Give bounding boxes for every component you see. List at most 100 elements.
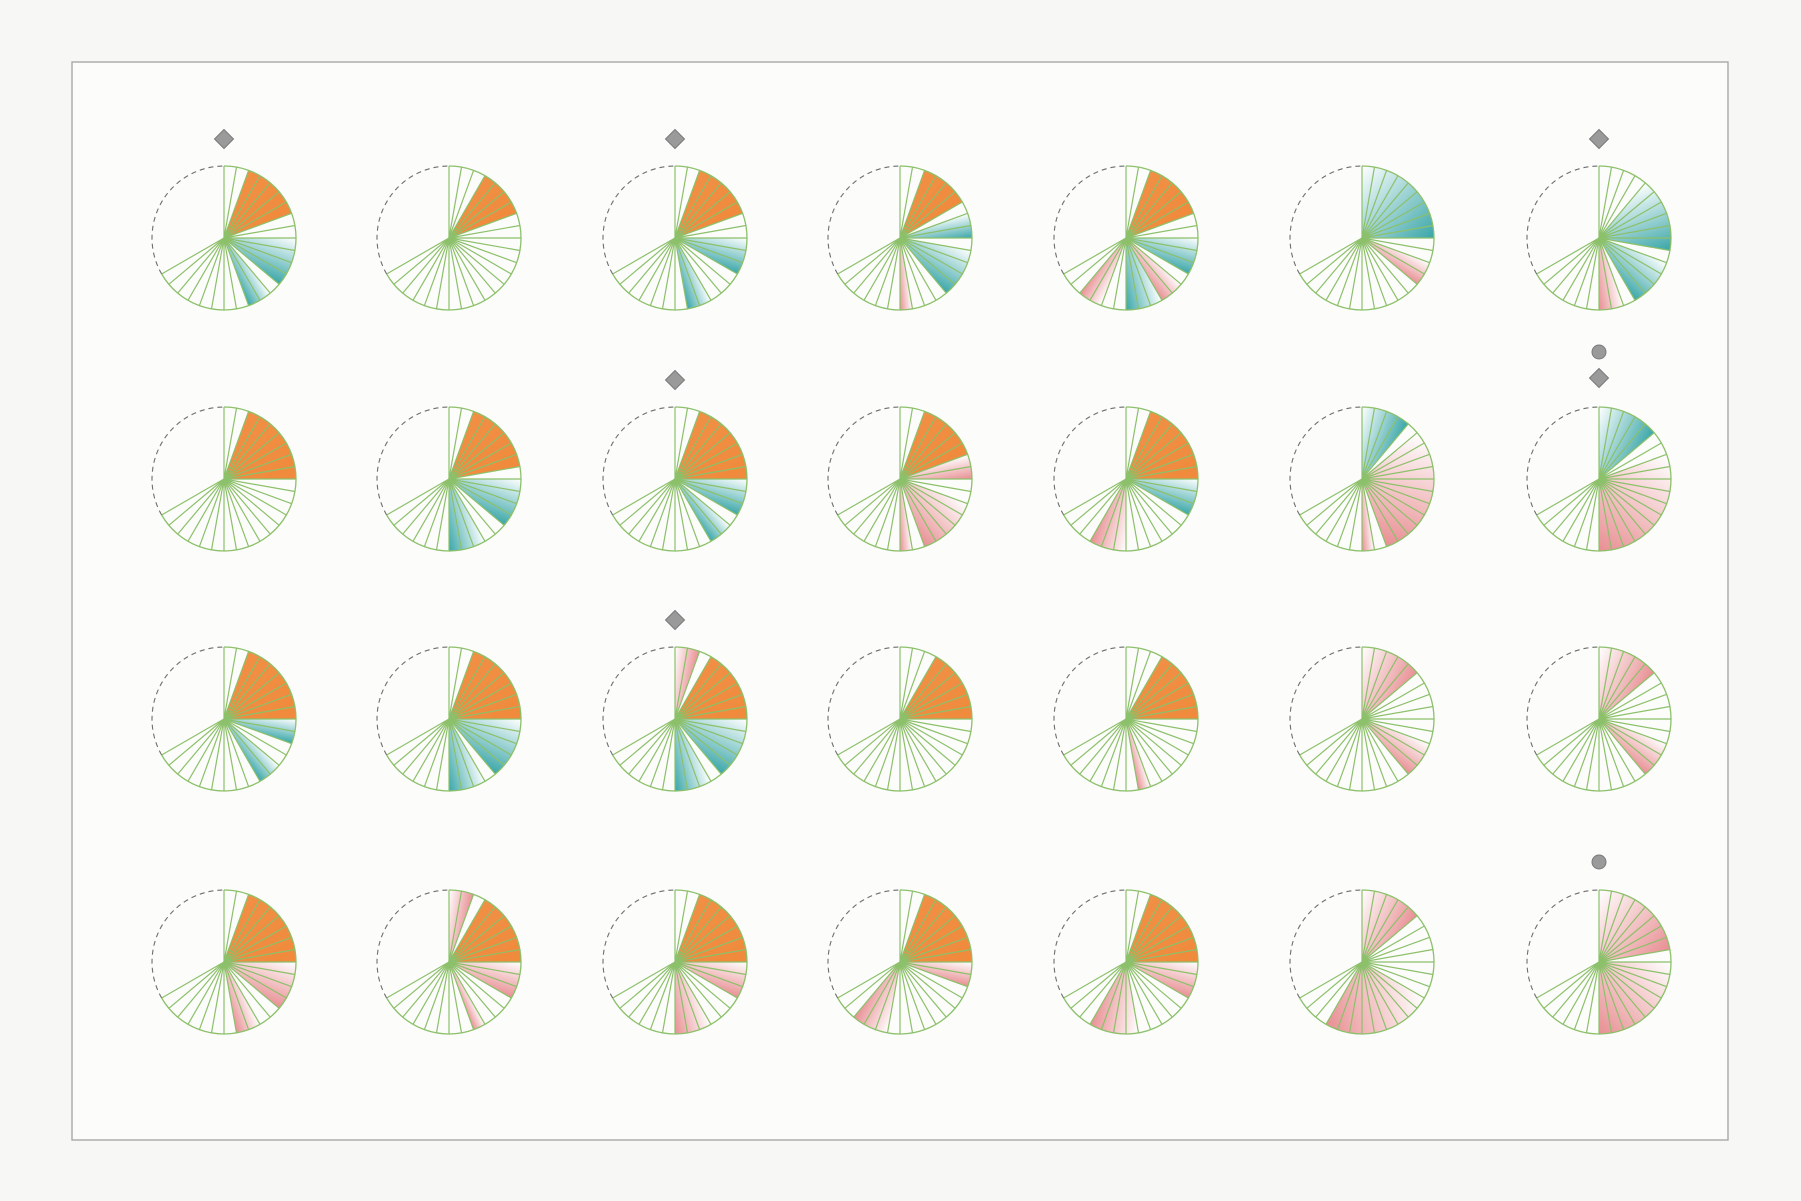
spoke-line <box>899 663 947 720</box>
missing-arc-dashed <box>827 406 901 516</box>
spoke-line <box>1598 890 1613 963</box>
spoke-line <box>1598 478 1655 526</box>
spoke-line <box>899 890 914 963</box>
spoke-line <box>1361 718 1430 745</box>
spoke-line <box>853 478 901 535</box>
spoke-line <box>674 478 689 551</box>
fill-teal-sector <box>1362 407 1409 479</box>
spoke-line <box>1598 182 1646 239</box>
spoke-line <box>674 961 743 988</box>
spoke-line <box>674 175 712 239</box>
spoke-line <box>1585 718 1600 791</box>
spoke-line <box>1598 718 1646 775</box>
spoke-line <box>899 925 963 963</box>
missing-arc-dashed <box>1289 406 1363 516</box>
outer-arc <box>1063 646 1199 792</box>
spoke-line <box>448 453 517 480</box>
spoke-line <box>448 718 512 756</box>
fill-orange-sector <box>224 651 296 719</box>
spoke-line <box>1306 478 1363 526</box>
spoke-line <box>223 961 292 988</box>
spoke-line <box>448 672 505 720</box>
spoke-line <box>661 478 676 551</box>
spoke-line <box>899 693 968 720</box>
spoke-line <box>448 961 475 1030</box>
spoke-line <box>412 478 450 542</box>
spoke-line <box>1552 718 1600 775</box>
spoke-line <box>899 705 972 720</box>
spoke-line <box>448 478 486 542</box>
spoke-line <box>448 663 496 720</box>
spoke-line <box>223 432 280 480</box>
spoke-line <box>899 718 968 745</box>
spoke-line <box>448 718 505 766</box>
spoke-line <box>198 961 225 1030</box>
spoke-line <box>674 718 738 756</box>
spoke-line <box>1361 478 1388 547</box>
spoke-line <box>1562 961 1600 1025</box>
spoke-line <box>661 961 676 1034</box>
spoke-line <box>674 961 731 1009</box>
fill-pink-sector <box>1362 647 1418 719</box>
spoke-line <box>223 718 292 745</box>
spoke-line <box>1089 237 1127 301</box>
spoke-line <box>1598 407 1613 480</box>
spoke-line <box>1598 411 1625 480</box>
spoke-line <box>448 237 496 294</box>
spoke-line <box>1598 663 1646 720</box>
spoke-line <box>223 478 292 505</box>
spoke-line <box>1573 478 1600 547</box>
spoke-line <box>223 423 271 480</box>
fill-pink-sector <box>224 962 260 1033</box>
spoke-line <box>1598 961 1613 1034</box>
spoke-line <box>899 191 956 239</box>
spoke-line <box>1361 705 1434 720</box>
spoke-line <box>1336 237 1363 306</box>
glyph-r2-c4 <box>827 406 973 552</box>
glyph-r3-c5 <box>1053 646 1199 792</box>
spoke-line <box>1125 961 1163 1025</box>
spoke-line <box>899 718 914 791</box>
missing-arc-dashed <box>1289 646 1363 756</box>
spoke-line <box>223 663 271 720</box>
spoke-line <box>899 718 972 733</box>
spoke-line <box>1125 191 1182 239</box>
spoke-line <box>1598 915 1655 963</box>
spoke-line <box>1536 237 1600 275</box>
spoke-line <box>628 718 676 775</box>
spoke-line <box>1361 961 1425 999</box>
spoke-line <box>899 478 947 535</box>
spoke-line <box>1536 718 1600 756</box>
spoke-line <box>1361 961 1399 1025</box>
spoke-line <box>1125 237 1173 294</box>
glyph-r3-c4 <box>827 646 973 792</box>
spoke-line <box>1598 718 1636 782</box>
spoke-line <box>899 718 937 782</box>
spoke-line <box>1125 465 1198 480</box>
fill-teal-sector <box>449 479 521 526</box>
spoke-line <box>223 175 261 239</box>
spoke-line <box>674 936 743 963</box>
spoke-line <box>1089 718 1127 782</box>
spoke-line <box>661 718 676 791</box>
spoke-line <box>1598 175 1636 239</box>
spoke-line <box>1598 237 1613 310</box>
spoke-line <box>448 718 486 782</box>
spoke-line <box>1598 718 1625 787</box>
spoke-line <box>1361 237 1388 306</box>
spoke-line <box>1125 237 1152 306</box>
spoke-line <box>161 718 225 756</box>
fill-pink-sector <box>1362 238 1430 285</box>
spoke-line <box>448 478 517 505</box>
spoke-line <box>1598 682 1662 720</box>
spoke-line <box>423 478 450 547</box>
spoke-line <box>674 651 701 720</box>
spoke-line <box>168 961 225 1009</box>
spoke-line <box>1079 478 1127 535</box>
spoke-line <box>674 915 731 963</box>
spoke-line <box>223 237 292 264</box>
glyph-r1-c5 <box>1053 165 1199 311</box>
missing-arc-dashed <box>1053 406 1127 516</box>
spoke-line <box>1299 961 1363 999</box>
missing-arc-dashed <box>151 165 225 275</box>
